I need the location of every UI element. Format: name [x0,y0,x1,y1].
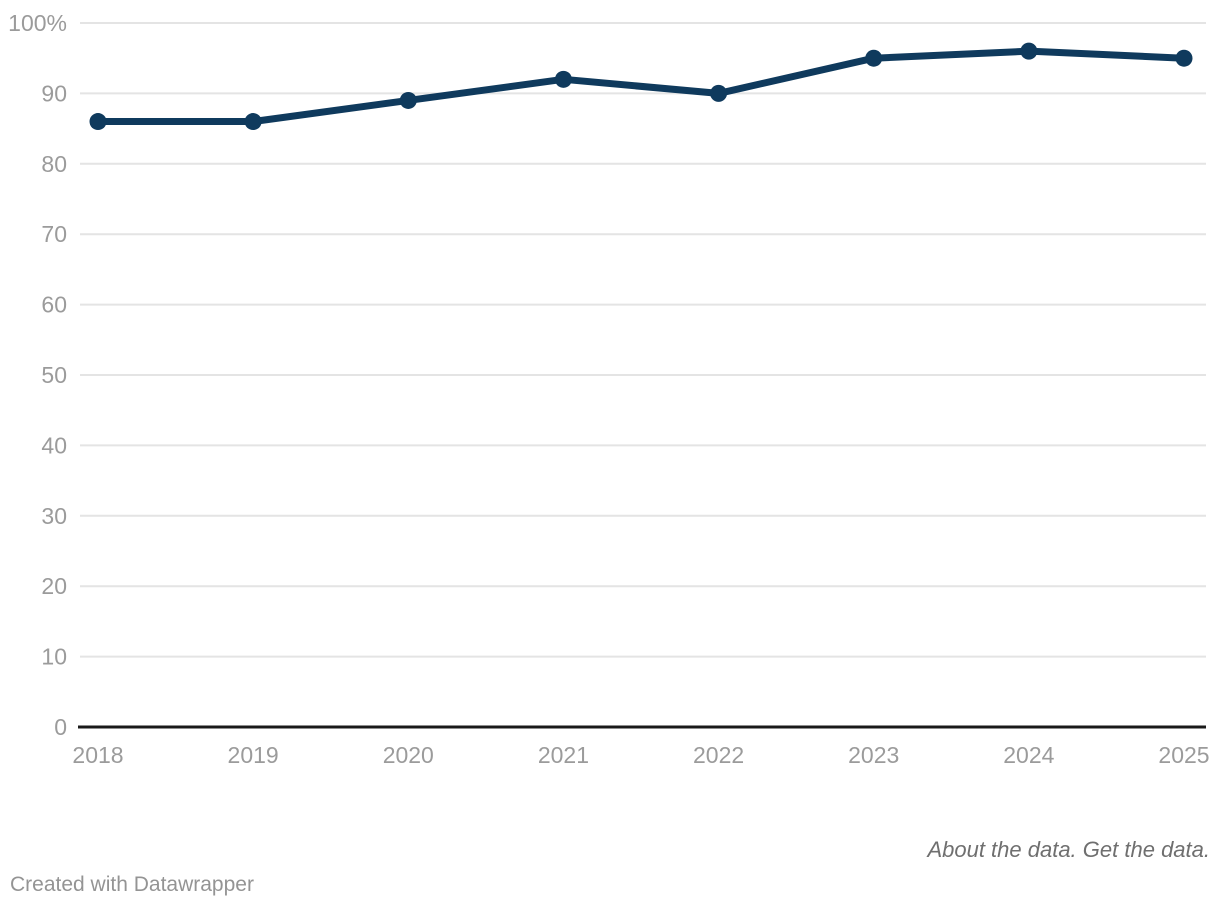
data-point [1175,49,1193,67]
x-tick-label: 2022 [693,742,744,768]
data-point [1020,42,1038,60]
datawrapper-attribution-link[interactable]: Created with Datawrapper [10,873,254,896]
x-tick-label: 2021 [538,742,589,768]
x-tick-label: 2025 [1158,742,1209,768]
x-tick-label: 2020 [383,742,434,768]
footer-links: About the data. Get the data. [927,837,1210,863]
y-tick-label: 40 [41,432,67,458]
data-point [865,49,883,67]
x-tick-label: 2024 [1003,742,1054,768]
y-tick-label: 20 [41,573,67,599]
get-the-data-link[interactable]: Get the data. [1082,837,1210,862]
data-point [710,84,728,102]
y-axis-labels: 0 10 20 30 40 50 60 70 80 90 100% [8,10,67,740]
data-point [89,113,107,131]
data-line [94,47,1188,126]
gridlines [80,22,1206,658]
x-tick-label: 2019 [228,742,279,768]
y-tick-label: 60 [41,292,67,318]
x-tick-label: 2023 [848,742,899,768]
data-point [554,70,572,88]
y-tick-label: 50 [41,362,67,388]
data-points [89,42,1193,131]
data-point [399,91,417,109]
x-tick-label: 2018 [72,742,123,768]
x-axis-labels: 2018 2019 2020 2021 2022 2023 2024 2025 [72,742,1209,768]
about-the-data-link[interactable]: About the data. [927,837,1077,862]
series-line [94,47,1188,126]
y-tick-label: 10 [41,644,67,670]
y-tick-label: 80 [41,151,67,177]
y-tick-label: 100% [8,10,67,36]
line-chart: 0 10 20 30 40 50 60 70 80 90 100% 2018 2019 2020 2021… [8,10,1209,768]
y-tick-label: 90 [41,80,67,106]
data-point [244,113,262,131]
y-tick-label: 70 [41,221,67,247]
y-tick-label: 30 [41,503,67,529]
y-tick-label: 0 [54,714,67,740]
